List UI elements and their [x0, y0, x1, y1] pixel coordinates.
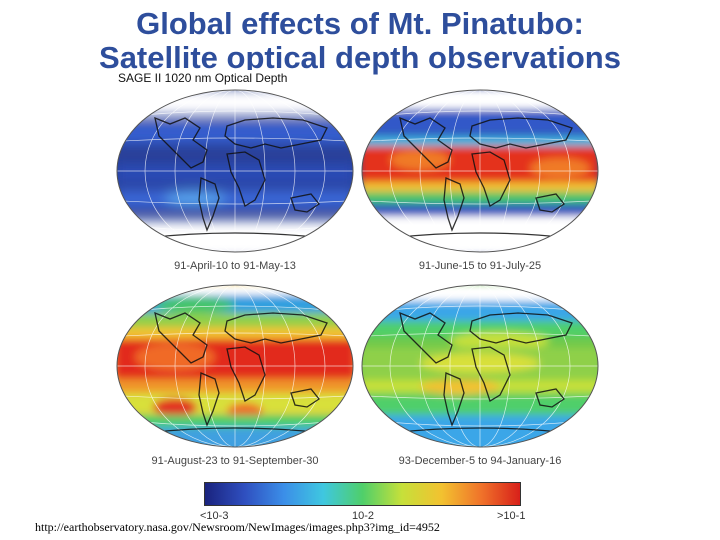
slide-title-line2: Satellite optical depth observations: [99, 40, 621, 75]
slide-title-line1: Global effects of Mt. Pinatubo:: [136, 6, 584, 41]
optical-depth-map-december-january-1994: 93-December-5 to 94-January-16: [360, 283, 600, 467]
map-date-label: 91-June-15 to 91-July-25: [418, 260, 542, 272]
map-date-label: 91-August-23 to 91-September-30: [151, 455, 319, 467]
optical-depth-map-april-may-1991: 91-April-10 to 91-May-13: [115, 88, 355, 272]
map-date-label: 91-April-10 to 91-May-13: [174, 260, 296, 272]
optical-depth-map-june-july-1991: 91-June-15 to 91-July-25: [360, 88, 600, 272]
colorbar: [204, 482, 521, 506]
colorbar-max-label: >10-1: [497, 510, 526, 522]
map-date-label: 93-December-5 to 94-January-16: [398, 455, 562, 467]
figure-caption: SAGE II 1020 nm Optical Depth: [115, 70, 291, 86]
colorbar-min-label: <10-3: [200, 510, 229, 522]
colorbar-mid-label: 10-2: [352, 510, 375, 522]
optical-depth-map-august-september-1991: 91-August-23 to 91-September-30: [115, 283, 355, 467]
source-url: http://earthobservatory.nasa.gov/Newsroo…: [35, 520, 440, 534]
